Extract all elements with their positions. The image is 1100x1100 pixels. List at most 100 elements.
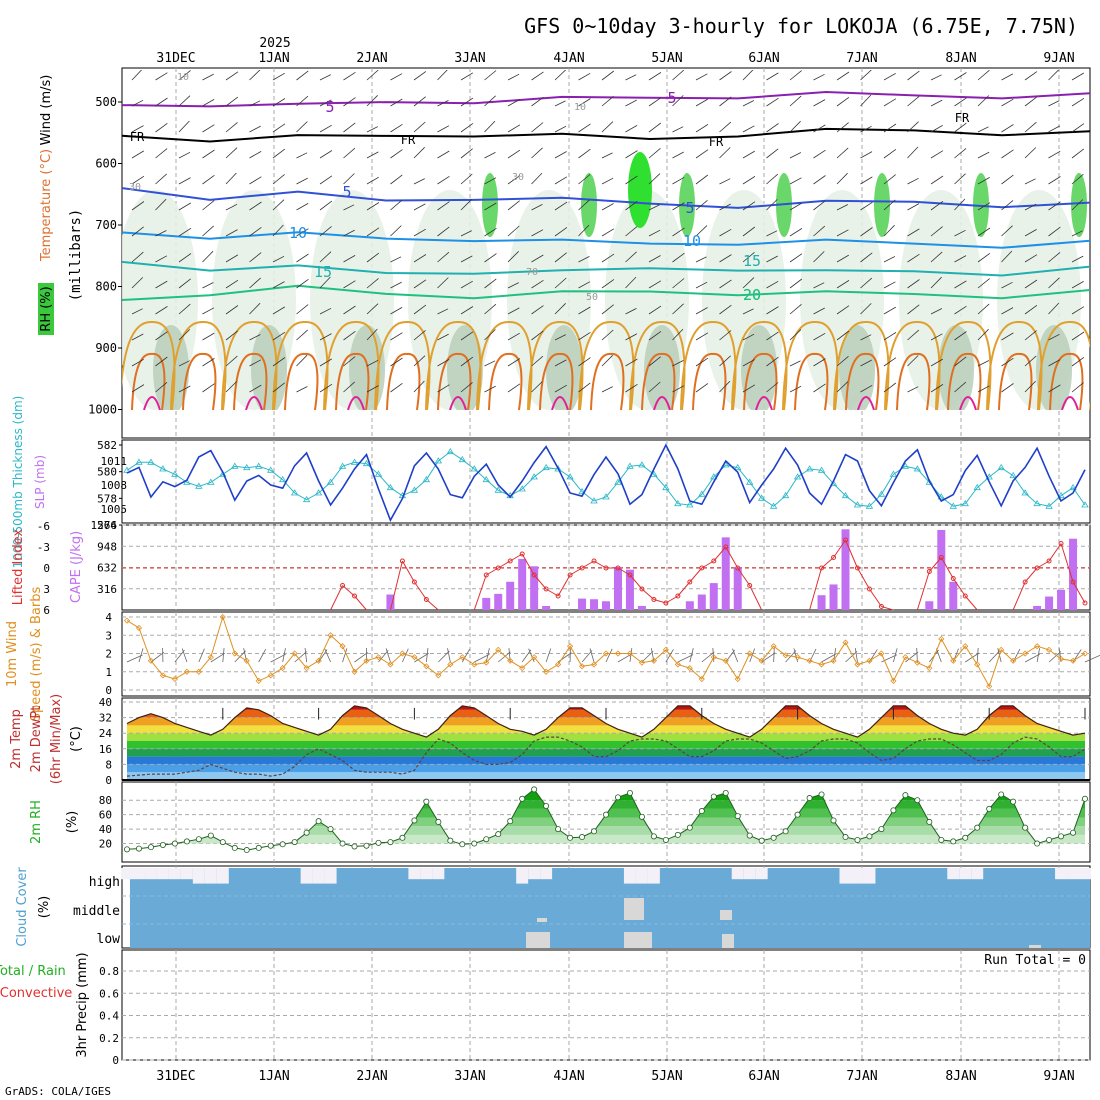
li-segment — [330, 585, 343, 611]
wind10m-point — [926, 665, 933, 672]
wind-barb — [319, 124, 332, 133]
thickness-point — [554, 465, 562, 472]
wind-barb — [1001, 383, 1014, 393]
wind-barb — [719, 147, 731, 159]
li-segment — [713, 546, 727, 562]
wind-barb — [578, 72, 591, 81]
cloud-cover-label: Cloud Cover — [15, 867, 30, 947]
wind10m-barb — [581, 650, 593, 663]
wind10m-point — [1081, 650, 1089, 657]
slp-tick-label: 1008 — [101, 479, 128, 492]
thickness-axis-label: 1000-500mb Thickness (dm) — [11, 396, 25, 569]
contour-label: 5 — [325, 98, 334, 116]
wind-barb — [131, 201, 145, 211]
temp-unit-label: (°C) — [69, 726, 84, 752]
li-point — [411, 579, 417, 585]
wind-barb — [202, 250, 214, 263]
wind-barb — [742, 359, 755, 367]
temp-band — [127, 756, 1085, 765]
wind-barb — [719, 228, 732, 237]
wind-barb — [883, 332, 897, 341]
wind-barb — [742, 251, 755, 263]
wind-barb — [249, 70, 261, 81]
wind-barb — [202, 358, 215, 367]
wind-barb — [249, 226, 262, 237]
wind-barb — [507, 225, 520, 237]
thickness-point — [326, 478, 335, 485]
wind-barb — [1001, 149, 1014, 159]
wind-barb — [343, 173, 355, 185]
wind-barb — [836, 280, 850, 289]
rh2m-point — [399, 834, 406, 841]
wind-barb — [883, 256, 896, 263]
wind10m-point — [674, 661, 681, 668]
wind10m-point — [578, 663, 586, 670]
wind-barb — [225, 96, 239, 107]
wind-barb — [1024, 147, 1037, 159]
wind10m-point — [447, 661, 454, 668]
wind-barb — [860, 151, 873, 159]
li-segment — [354, 595, 367, 611]
thickness-point — [793, 473, 802, 480]
wind-barb — [836, 147, 849, 159]
isotherm-30-loop — [845, 352, 880, 410]
wind-barb — [789, 385, 802, 393]
wind10m-barb — [425, 648, 429, 663]
precip-convective-label: Convective — [0, 986, 72, 1001]
wind-barb — [860, 201, 873, 211]
wind-barb — [131, 358, 144, 367]
wind-barb — [954, 229, 966, 237]
wind10m-barb — [677, 654, 694, 663]
wind-barb — [413, 254, 427, 263]
temp2m-label: 2m Temp — [9, 709, 24, 769]
li-point — [1070, 579, 1076, 585]
rh2m-point — [207, 832, 214, 839]
pressure-tick-label: 500 — [95, 95, 117, 109]
thickness-point — [1057, 491, 1065, 499]
thickness-point — [338, 462, 347, 469]
wind-barb — [860, 277, 873, 289]
wind-barb — [648, 147, 661, 159]
wind-barb — [766, 173, 779, 185]
isotherm-30-loop — [539, 352, 574, 410]
wind-barb — [484, 303, 497, 315]
wind-barb — [883, 199, 896, 211]
wind-barb — [554, 303, 566, 315]
wind-barb — [789, 152, 802, 159]
wind-barb — [883, 224, 895, 237]
wind-barb — [554, 227, 568, 237]
wind-barb — [695, 199, 708, 211]
li-point — [711, 558, 717, 564]
wind-barb — [296, 203, 309, 211]
cape-bar — [1069, 538, 1078, 610]
li-segment — [821, 557, 834, 569]
wind-barb — [413, 355, 426, 367]
wind10m-point — [459, 654, 466, 661]
wind-barb — [296, 177, 308, 185]
wind-barb — [178, 202, 192, 211]
rh2m-point — [1010, 798, 1017, 805]
wind10m-barb — [461, 649, 470, 663]
wind-barb — [907, 96, 920, 107]
wind-barb — [366, 252, 380, 263]
wind-barb — [601, 70, 615, 81]
contour-label: 50 — [586, 292, 598, 303]
wind-barb — [578, 123, 591, 133]
wind-barb — [1048, 201, 1061, 211]
rh-band — [127, 817, 1085, 827]
wind-barb — [977, 385, 990, 393]
li-point — [567, 572, 573, 578]
wind-barb — [296, 304, 309, 315]
wind-barb — [225, 355, 238, 367]
rh2m-point — [495, 831, 502, 838]
wind-barb — [625, 383, 638, 393]
wind-barb — [131, 251, 144, 263]
wind-barb — [766, 199, 778, 211]
wind-barb — [249, 100, 261, 107]
li-segment — [473, 574, 487, 611]
wind10m-point — [614, 650, 622, 657]
wind-barb — [695, 149, 709, 159]
rh-shade-mid — [447, 325, 483, 410]
wind-barb — [366, 359, 379, 367]
thickness-point — [734, 463, 742, 471]
